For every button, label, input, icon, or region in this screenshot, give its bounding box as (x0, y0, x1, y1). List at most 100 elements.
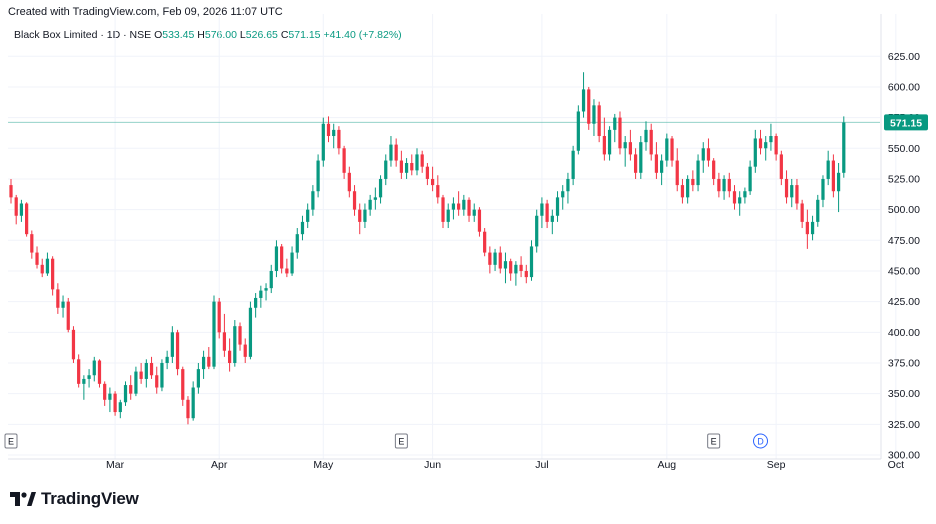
candle-body (451, 203, 456, 210)
candle-body (342, 148, 346, 173)
candle-body (144, 362, 148, 379)
candle-body (420, 154, 424, 167)
created-caption: Created with TradingView.com, Feb 09, 20… (8, 6, 283, 18)
candle-body (118, 402, 122, 413)
earnings-marker-icon[interactable] (394, 433, 408, 449)
candle-body (675, 160, 679, 186)
candle-body (680, 185, 685, 198)
tradingview-logo-icon (10, 492, 36, 506)
candle-body (592, 105, 596, 124)
candle-body (66, 301, 70, 330)
candle-body (649, 129, 653, 155)
candle-body (519, 264, 523, 271)
candle-body (404, 163, 409, 173)
candle-body (175, 332, 180, 370)
legend-low-label: L (239, 29, 246, 41)
candle-body (155, 375, 159, 388)
candle-body (790, 185, 794, 198)
candle-body (514, 264, 518, 274)
candle-body (389, 144, 393, 161)
candle-body (587, 89, 591, 124)
earnings-marker-icon[interactable] (4, 433, 18, 449)
candle-body (243, 344, 247, 357)
candle-body (212, 301, 216, 367)
candle-body (170, 332, 174, 357)
x-tick-label: Jun (424, 459, 441, 471)
candle-body (509, 261, 513, 274)
candle-body (670, 138, 674, 161)
candle-body (384, 160, 388, 179)
candle-body (295, 234, 299, 253)
candle-body (254, 297, 258, 308)
candle-body (326, 123, 331, 137)
candle-body (373, 197, 377, 200)
candle-body (503, 261, 508, 269)
candle-body (181, 369, 185, 400)
candle-body (30, 234, 34, 253)
legend-close-label: C (280, 29, 289, 41)
candle-body (186, 399, 190, 419)
candle-body (722, 178, 726, 192)
x-tick-label: Oct (888, 459, 904, 471)
candle-body (836, 172, 841, 192)
candle-body (290, 252, 294, 274)
x-tick-label: May (313, 459, 334, 471)
candle-body (529, 246, 534, 278)
candle-body (35, 252, 39, 265)
legend-high-label: H (197, 29, 205, 41)
y-tick-label: 500.00 (888, 204, 920, 216)
candle-body (191, 387, 195, 419)
candle-body (639, 142, 643, 173)
candle-body (597, 105, 601, 137)
candle-body (633, 154, 638, 173)
candle-body (810, 221, 815, 235)
candle-body (712, 160, 716, 179)
candle-body (25, 203, 29, 235)
candle-body (248, 307, 253, 357)
legend-open-value: 533.45 (162, 29, 195, 41)
earnings-marker-label: E (711, 437, 717, 447)
candle-body (545, 203, 549, 222)
candle-body (306, 209, 310, 222)
candle-body (316, 160, 320, 192)
dividend-marker-icon[interactable] (753, 433, 769, 449)
candle-body (483, 231, 487, 253)
brand-footer: TradingView (10, 489, 139, 509)
y-tick-label: 550.00 (888, 143, 920, 155)
legend-change-value: +41.40 (+7.82%) (323, 29, 402, 41)
y-tick-label: 625.00 (888, 51, 920, 63)
candle-body (347, 172, 351, 192)
earnings-marker-icon[interactable] (707, 433, 721, 449)
legend-open-label: O (154, 29, 163, 41)
candle-body (691, 178, 695, 186)
candle-body (623, 142, 627, 149)
candle-body (571, 150, 575, 179)
candle-body (264, 288, 268, 291)
candle-body (227, 350, 232, 363)
x-tick-label: Jul (535, 459, 548, 471)
dividend-marker-label: D (757, 437, 764, 447)
candle-body (607, 129, 612, 155)
candle-body (425, 166, 430, 179)
candle-body (457, 203, 461, 210)
candle-body (300, 221, 305, 235)
candle-body (285, 268, 289, 274)
y-tick-label: 300.00 (888, 450, 920, 462)
candle-body (550, 215, 554, 222)
candle-body (61, 301, 65, 308)
candle-body (821, 178, 825, 200)
x-tick-label: Apr (211, 459, 228, 471)
candle-body (201, 356, 206, 370)
candle-body (446, 209, 450, 222)
candle-body (826, 160, 830, 179)
candle-body (103, 383, 107, 400)
candle-body (628, 142, 633, 155)
candle-body (800, 203, 804, 222)
y-tick-label: 475.00 (888, 235, 920, 247)
price-chart[interactable]: 300.00 325.00 350.00 375.00 400.00 425.00 450.… (0, 0, 936, 485)
candle-body (311, 191, 315, 210)
candle-body (467, 199, 471, 216)
x-tick-label: Aug (657, 459, 676, 471)
candle-body (748, 166, 752, 192)
y-tick-label: 350.00 (888, 388, 920, 400)
